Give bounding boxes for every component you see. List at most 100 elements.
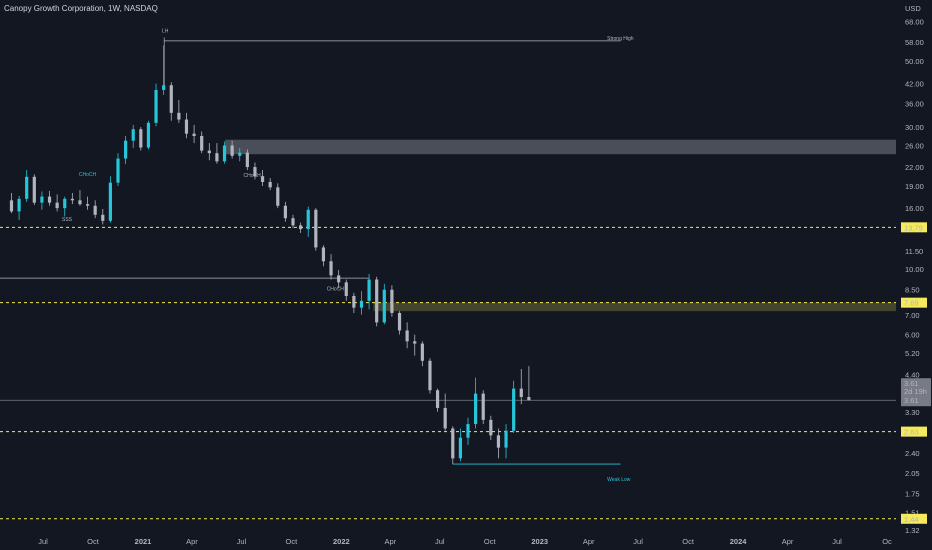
candle-body: [162, 85, 166, 90]
y-tick-label: 42.00: [905, 80, 924, 89]
candle-body: [443, 407, 447, 429]
candle: [413, 334, 417, 356]
candle: [101, 208, 105, 225]
candle: [428, 358, 432, 394]
candle: [481, 390, 485, 425]
chart-title: Canopy Growth Corporation, 1W, NASDAQ: [4, 4, 158, 13]
y-tick-label: 3.61: [904, 396, 919, 405]
annotations-layer: LH Strong High CHoCH Weak Low CHoCH SSS CHoCH: [0, 28, 634, 483]
candle: [359, 291, 364, 315]
candle-body: [85, 204, 90, 206]
x-tick-label: 2023: [531, 537, 548, 546]
candle: [124, 135, 128, 165]
y-tick-label: 13.79: [904, 223, 923, 232]
x-tick-label: Jul: [38, 537, 48, 546]
x-tick-label: 2024: [730, 537, 748, 546]
candle-body: [268, 181, 272, 188]
candle: [154, 83, 158, 127]
candle-body: [139, 129, 143, 148]
candle-body: [458, 437, 462, 459]
candle-body: [17, 198, 21, 212]
y-tick-label: 4.40: [905, 371, 920, 380]
x-tick-label: Oct: [682, 537, 695, 546]
x-tick-label: Jul: [832, 537, 842, 546]
y-tick-label: 1.32: [905, 526, 920, 535]
x-tick-label: Oct: [87, 537, 100, 546]
candle-body: [306, 209, 310, 230]
y-tick-label: 68.00: [905, 18, 924, 27]
choch-label-small: CHoCH: [79, 172, 97, 178]
x-axis[interactable]: Jul Oct 2021 Apr Jul Oct 2022 Apr Jul Oct 2023 Apr J…: [38, 537, 892, 546]
candle-body: [283, 205, 287, 219]
candle: [47, 190, 52, 206]
candle: [207, 143, 211, 161]
price-badge-line-1: 3.61: [904, 379, 919, 388]
candle: [405, 322, 409, 349]
y-tick-label: 58.00: [905, 38, 924, 47]
zone-1: [373, 302, 896, 312]
candle: [375, 276, 379, 327]
candle-body: [25, 176, 29, 199]
strong-high-label: Strong High: [607, 36, 634, 42]
candle: [85, 196, 90, 210]
y-tick-label: 1.75: [905, 490, 920, 499]
candle: [299, 222, 303, 233]
candle-body: [40, 196, 44, 203]
candle-body: [169, 85, 173, 113]
levels-layer: [0, 226, 896, 520]
candle: [496, 428, 501, 459]
lh-label: LH: [162, 28, 169, 34]
candle-body: [131, 129, 135, 141]
candle: [344, 279, 348, 301]
candle: [238, 148, 242, 162]
candle-body: [124, 140, 128, 159]
y-tick-label: 50.00: [905, 57, 924, 66]
candle: [146, 120, 151, 150]
candle-body: [245, 152, 249, 168]
y-tick-label: 7.00: [905, 311, 920, 320]
candle: [337, 270, 341, 289]
candle-body: [314, 209, 318, 248]
zones-layer: [225, 139, 897, 312]
y-tick-label: 11.50: [905, 247, 923, 256]
candle: [382, 283, 386, 325]
candle-body: [405, 330, 409, 342]
candle-body: [93, 205, 97, 215]
candle-body: [420, 343, 424, 361]
candle: [169, 82, 173, 121]
choch-label-small-2: CHoCH: [244, 173, 262, 179]
candle-body: [260, 176, 265, 182]
candle-body: [177, 112, 181, 120]
candles-layer: [9, 45, 531, 465]
candle-body: [108, 182, 112, 221]
candle-body: [344, 282, 348, 296]
candle-body: [481, 393, 485, 420]
x-tick-label: Apr: [782, 537, 794, 546]
candle: [230, 140, 234, 159]
candle-body: [504, 430, 508, 448]
candle-body: [527, 397, 531, 401]
x-tick-label: Apr: [583, 537, 595, 546]
y-tick-label: 2.05: [905, 469, 920, 478]
candle: [9, 192, 14, 214]
candle: [367, 274, 371, 310]
candle: [40, 191, 44, 210]
candle: [474, 377, 478, 429]
x-tick-label: 2022: [333, 537, 350, 546]
y-tick-label: 2.83: [904, 428, 919, 437]
y-axis[interactable]: 68.00 58.00 50.00 42.00 36.00 30.00 26.00 22.00…: [901, 18, 931, 536]
candle-body: [9, 200, 14, 212]
candle-body: [321, 247, 326, 262]
candle: [276, 183, 280, 209]
y-tick-label: 5.20: [905, 349, 920, 358]
x-tick-label: Apr: [186, 537, 198, 546]
candle: [260, 170, 265, 186]
candle-body: [496, 435, 501, 448]
level-badge-bg: [901, 513, 927, 524]
candle: [55, 194, 59, 212]
candle: [291, 214, 295, 229]
candle: [435, 388, 440, 412]
y-tick-label: 22.00: [905, 163, 924, 172]
candle-body: [390, 289, 394, 313]
